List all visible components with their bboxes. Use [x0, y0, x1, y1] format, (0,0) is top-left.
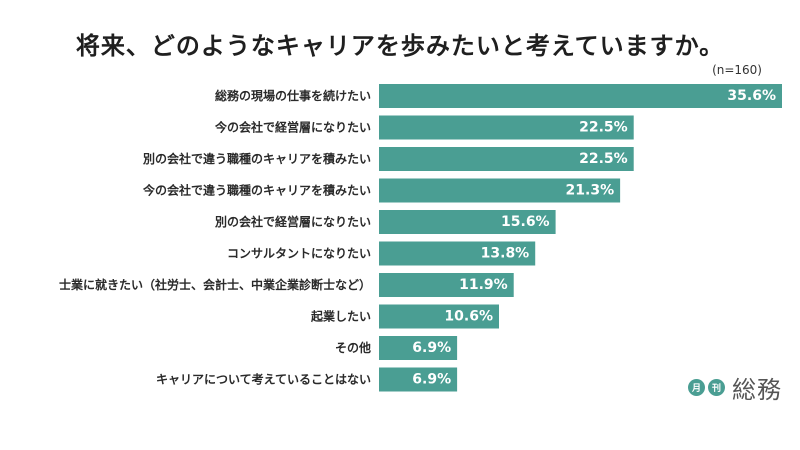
bar-3: [379, 147, 634, 171]
bar-2: [379, 115, 634, 140]
category-label-2: 今の会社で経営層になりたい: [214, 120, 371, 135]
value-label-10: 6.9%: [412, 372, 451, 388]
sample-size-note: (n=160): [712, 63, 762, 77]
publication-logo: 月 刊 総務: [688, 372, 782, 404]
category-label-4: 今の会社で違う職種のキャリアを積みたい: [142, 183, 371, 198]
value-label-8: 10.6%: [444, 309, 493, 325]
bar-10: [379, 367, 458, 392]
category-label-5: 別の会社で経営層になりたい: [214, 214, 371, 229]
logo-badge-edition: 刊: [708, 378, 725, 396]
chart-title: 将来、どのようなキャリアを歩みたいと考えていますか。: [75, 32, 725, 60]
bar-9: [379, 336, 458, 360]
category-label-10: キャリアについて考えていることはない: [156, 372, 371, 387]
value-label-1: 35.6%: [727, 88, 776, 104]
bar-4: [379, 178, 621, 203]
bar-5: [379, 210, 556, 234]
value-label-3: 22.5%: [579, 151, 628, 167]
bar-8: [379, 304, 499, 329]
bar-7: [379, 273, 514, 297]
category-label-9: その他: [335, 340, 371, 355]
value-label-5: 15.6%: [501, 214, 550, 230]
category-label-1: 総務の現場の仕事を続けたい: [215, 88, 371, 103]
value-label-6: 13.8%: [481, 246, 530, 262]
value-label-9: 6.9%: [412, 340, 451, 356]
category-label-3: 別の会社で違う職種のキャリアを積みたい: [142, 151, 371, 166]
bar-1: [379, 84, 782, 108]
logo-text: 総務: [732, 375, 782, 404]
value-label-2: 22.5%: [579, 120, 628, 136]
logo-badge-month: 月: [688, 378, 705, 396]
category-label-6: コンサルタントになりたい: [227, 247, 371, 261]
bar-6: [379, 241, 536, 266]
value-label-4: 21.3%: [566, 183, 615, 199]
category-label-8: 起業したい: [310, 309, 371, 324]
category-label-7: 士業に就きたい（社労士、会計士、中業企業診断士など）: [59, 277, 371, 292]
value-label-7: 11.9%: [459, 277, 508, 293]
